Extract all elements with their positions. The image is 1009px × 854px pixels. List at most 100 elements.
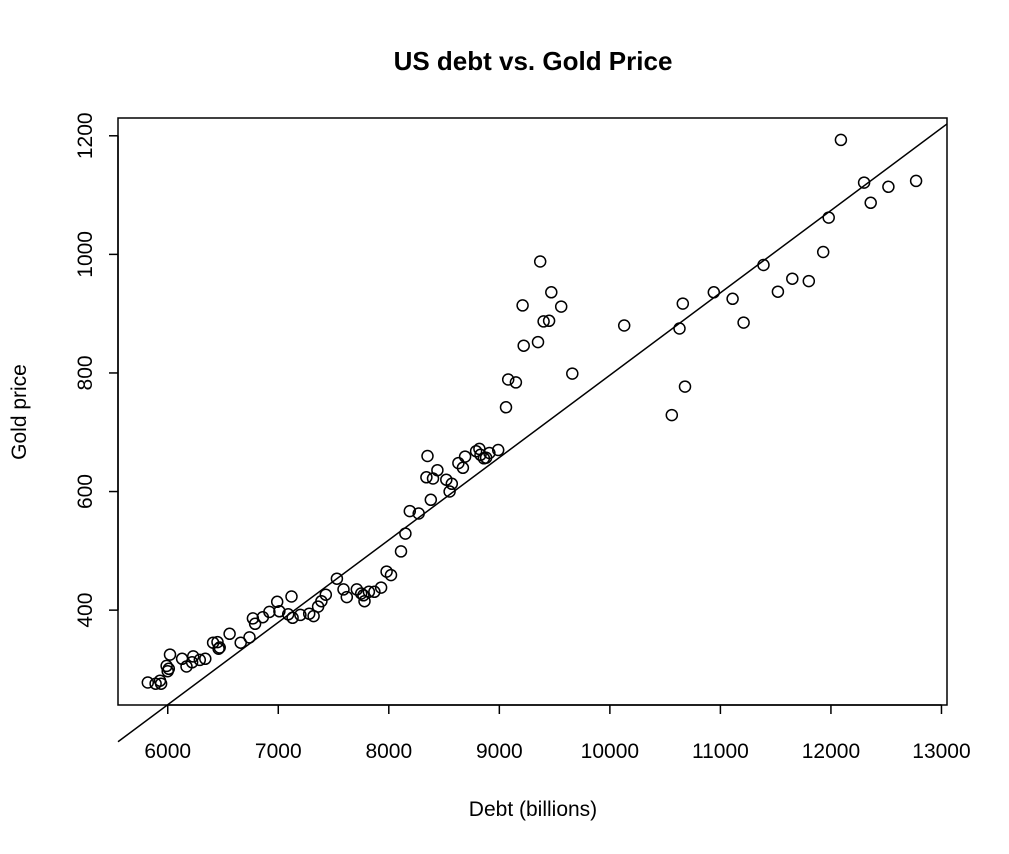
data-point <box>445 477 459 491</box>
data-point <box>160 659 173 673</box>
data-point <box>566 367 579 380</box>
data-point <box>315 594 328 608</box>
data-point <box>193 653 207 667</box>
data-point <box>141 676 155 689</box>
data-point <box>822 211 835 224</box>
x-axis-label: Debt (billions) <box>469 798 597 821</box>
x-axis: 6000 7000 8000 9000 10000 11000 12000 13000 <box>144 704 971 763</box>
data-point <box>211 635 224 649</box>
data-point <box>243 631 256 644</box>
data-point <box>554 300 568 313</box>
data-point <box>857 176 871 189</box>
y-tick-label: 400 <box>74 593 97 628</box>
data-point <box>673 322 686 335</box>
data-point <box>483 446 496 460</box>
data-point <box>452 456 465 470</box>
data-point <box>154 677 168 690</box>
data-point <box>737 316 750 329</box>
data-point <box>491 443 505 457</box>
data-point <box>816 245 830 259</box>
data-point <box>771 285 785 298</box>
regression-line-layer <box>117 123 948 743</box>
plot-frame <box>117 117 948 706</box>
data-point <box>213 641 226 654</box>
data-point <box>542 314 556 328</box>
regression-line <box>117 123 948 743</box>
x-tick-label: 12000 <box>802 740 860 763</box>
data-point <box>212 642 225 655</box>
y-tick-label: 800 <box>74 355 97 390</box>
data-point <box>516 299 529 312</box>
data-point <box>403 504 417 518</box>
y-tick-label: 1200 <box>74 112 97 159</box>
data-point <box>246 612 260 625</box>
data-point <box>394 545 408 558</box>
data-point <box>421 449 434 463</box>
x-tick-label: 10000 <box>581 740 639 763</box>
data-point <box>786 272 799 285</box>
data-point <box>676 297 690 310</box>
x-tick-label: 13000 <box>912 740 970 763</box>
data-point <box>757 258 770 272</box>
data-point <box>431 463 444 477</box>
data-point <box>273 605 286 618</box>
data-point <box>399 527 412 540</box>
y-axis-label: Gold price <box>8 364 31 460</box>
data-point <box>424 493 438 507</box>
data-point <box>186 650 200 663</box>
data-point <box>707 286 721 299</box>
data-point <box>499 401 513 414</box>
data-point <box>263 605 276 619</box>
data-point <box>420 471 433 484</box>
data-point <box>163 648 177 661</box>
data-point <box>286 611 299 625</box>
data-point <box>294 608 307 622</box>
data-point <box>270 595 284 609</box>
data-point <box>545 286 558 299</box>
data-point <box>384 568 398 582</box>
data-point <box>456 461 470 475</box>
data-point <box>726 292 739 306</box>
data-point <box>678 380 692 393</box>
y-tick-label: 1000 <box>74 231 97 278</box>
x-tick-label: 11000 <box>692 740 749 763</box>
data-point <box>354 587 368 600</box>
data-point <box>248 617 262 631</box>
data-point <box>426 472 440 485</box>
data-point <box>223 627 236 641</box>
data-point <box>517 339 530 352</box>
x-tick-label: 7000 <box>255 740 302 763</box>
data-point <box>374 581 388 594</box>
y-tick-label: 600 <box>74 474 97 509</box>
data-point <box>802 274 816 288</box>
data-point <box>319 588 333 601</box>
data-point <box>362 585 376 599</box>
data-point <box>162 662 176 676</box>
data-point <box>185 656 199 669</box>
data-point <box>531 335 545 349</box>
data-point <box>617 319 631 332</box>
data-point <box>412 507 425 520</box>
x-tick-label: 8000 <box>365 740 412 763</box>
data-point <box>330 572 344 585</box>
data-point <box>368 585 381 599</box>
x-tick-label: 9000 <box>476 740 523 763</box>
data-point <box>537 315 550 328</box>
data-points <box>141 133 923 690</box>
data-point <box>501 373 515 386</box>
x-tick-label: 6000 <box>144 740 191 763</box>
data-point <box>864 196 877 210</box>
data-point <box>533 255 547 268</box>
data-point <box>909 174 923 188</box>
data-point <box>458 450 472 463</box>
data-point <box>340 590 354 604</box>
data-point <box>509 376 523 389</box>
data-point <box>882 180 895 194</box>
data-point <box>443 485 456 498</box>
chart-title: US debt vs. Gold Price <box>394 46 673 76</box>
data-point <box>199 652 212 666</box>
y-axis: 400 600 800 1000 1200 <box>74 112 119 628</box>
data-point <box>337 583 350 596</box>
data-point <box>665 408 679 422</box>
